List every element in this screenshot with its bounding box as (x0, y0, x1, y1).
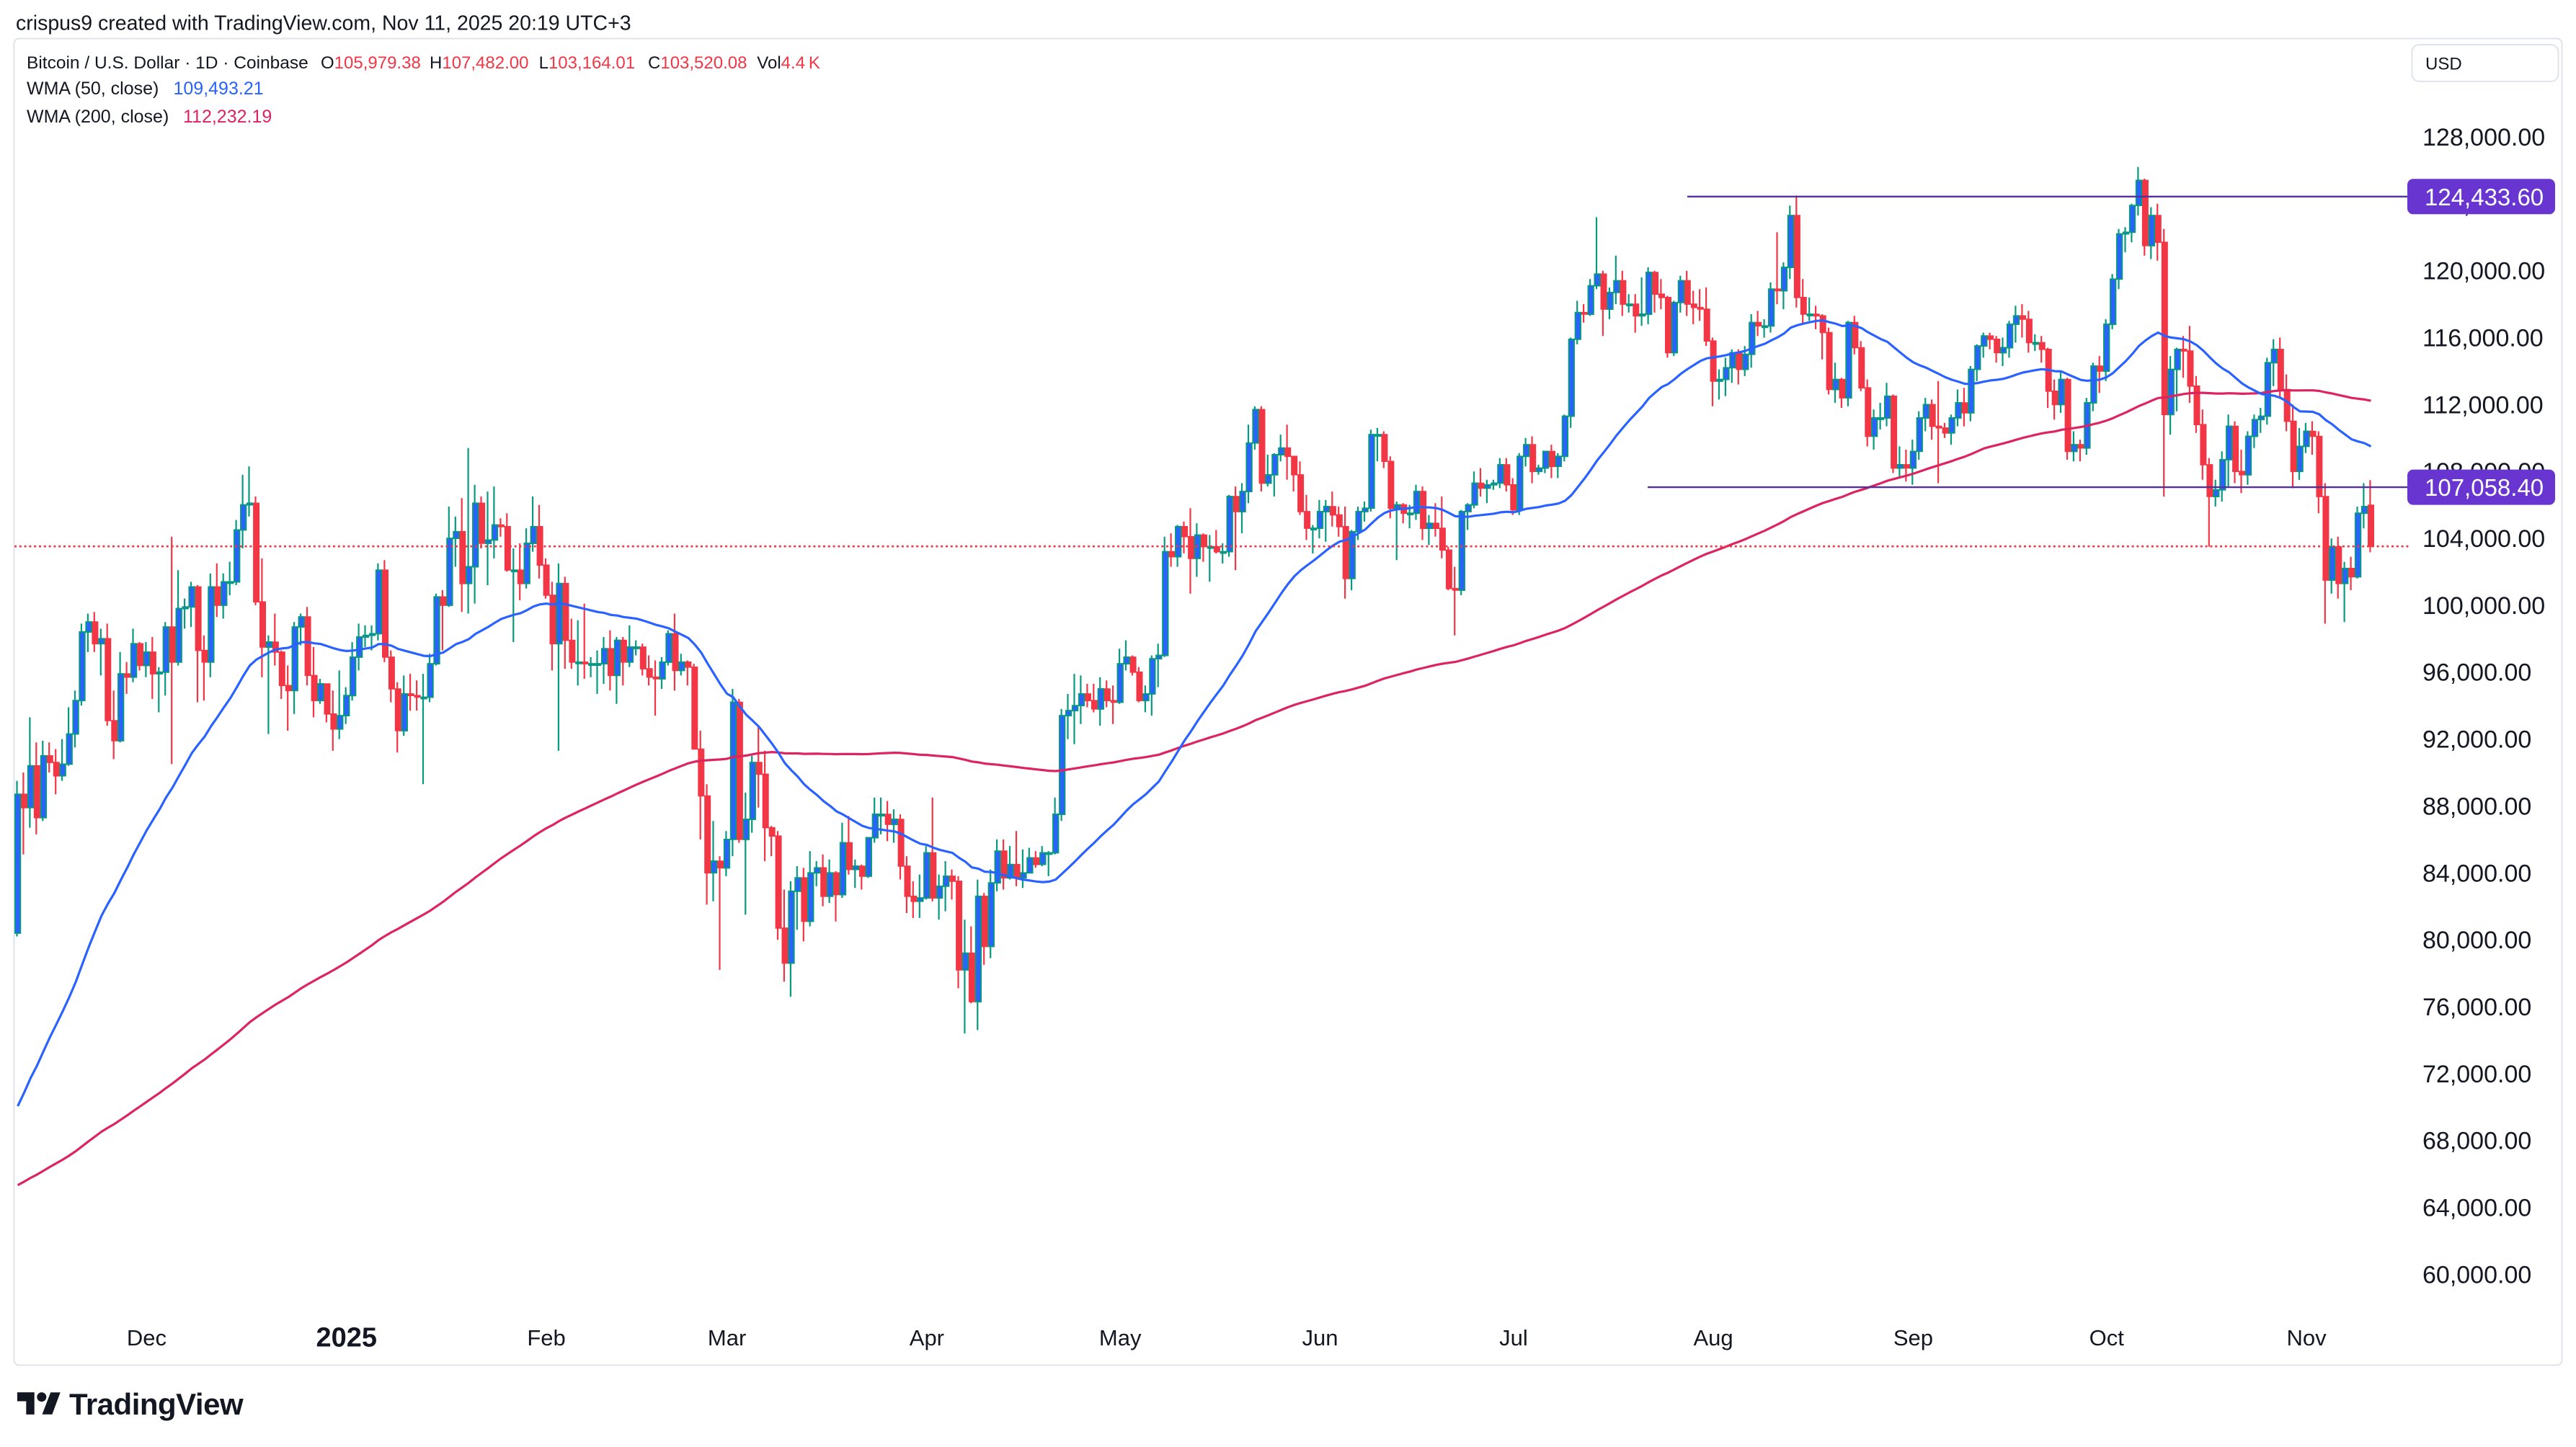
svg-text:Feb: Feb (527, 1325, 565, 1350)
svg-text:2025: 2025 (316, 1323, 378, 1353)
svg-text:Jun: Jun (1302, 1325, 1338, 1350)
svg-text:109,493.21: 109,493.21 (174, 79, 264, 99)
svg-text:Sep: Sep (1893, 1325, 1933, 1350)
svg-text:WMA (200, close): WMA (200, close) (27, 107, 169, 127)
svg-text:H107,482.00: H107,482.00 (430, 53, 528, 73)
svg-text:Vol4.4 K: Vol4.4 K (757, 53, 820, 73)
svg-text:C103,520.08: C103,520.08 (648, 53, 747, 73)
svg-text:Nov: Nov (2287, 1325, 2327, 1350)
svg-text:100,000.00: 100,000.00 (2422, 592, 2545, 620)
svg-text:112,000.00: 112,000.00 (2422, 391, 2544, 419)
svg-text:Mar: Mar (708, 1325, 746, 1350)
svg-text:88,000.00: 88,000.00 (2422, 793, 2531, 820)
svg-text:96,000.00: 96,000.00 (2422, 659, 2531, 687)
svg-text:O105,979.38: O105,979.38 (321, 53, 421, 73)
svg-text:60,000.00: 60,000.00 (2422, 1261, 2531, 1288)
svg-text:72,000.00: 72,000.00 (2422, 1061, 2531, 1088)
svg-text:76,000.00: 76,000.00 (2422, 994, 2531, 1021)
svg-text:68,000.00: 68,000.00 (2422, 1128, 2531, 1155)
svg-text:Dec: Dec (127, 1325, 166, 1350)
svg-text:84,000.00: 84,000.00 (2422, 860, 2531, 887)
svg-text:128,000.00: 128,000.00 (2422, 124, 2545, 151)
svg-text:124,433.60: 124,433.60 (2425, 184, 2544, 210)
svg-text:USD: USD (2425, 55, 2462, 74)
svg-text:May: May (1099, 1325, 1142, 1350)
svg-text:WMA (50, close): WMA (50, close) (27, 79, 159, 99)
svg-text:L103,164.01: L103,164.01 (539, 53, 635, 73)
svg-text:Jul: Jul (1499, 1325, 1528, 1350)
svg-text:80,000.00: 80,000.00 (2422, 927, 2531, 954)
svg-text:Apr: Apr (910, 1325, 944, 1350)
svg-text:116,000.00: 116,000.00 (2422, 325, 2544, 352)
svg-text:104,000.00: 104,000.00 (2422, 525, 2545, 553)
svg-text:120,000.00: 120,000.00 (2422, 258, 2545, 285)
svg-text:crispus9 created with TradingV: crispus9 created with TradingView.com, N… (16, 12, 631, 35)
svg-text:64,000.00: 64,000.00 (2422, 1195, 2531, 1222)
svg-text:107,058.40: 107,058.40 (2425, 474, 2544, 501)
svg-text:Bitcoin / U.S. Dollar · 1D · C: Bitcoin / U.S. Dollar · 1D · Coinbase (27, 53, 308, 73)
svg-text:TradingView: TradingView (69, 1387, 244, 1421)
svg-text:Oct: Oct (2089, 1325, 2125, 1350)
svg-text:Aug: Aug (1694, 1325, 1733, 1350)
svg-text:92,000.00: 92,000.00 (2422, 726, 2531, 754)
svg-text:112,232.19: 112,232.19 (183, 107, 272, 127)
